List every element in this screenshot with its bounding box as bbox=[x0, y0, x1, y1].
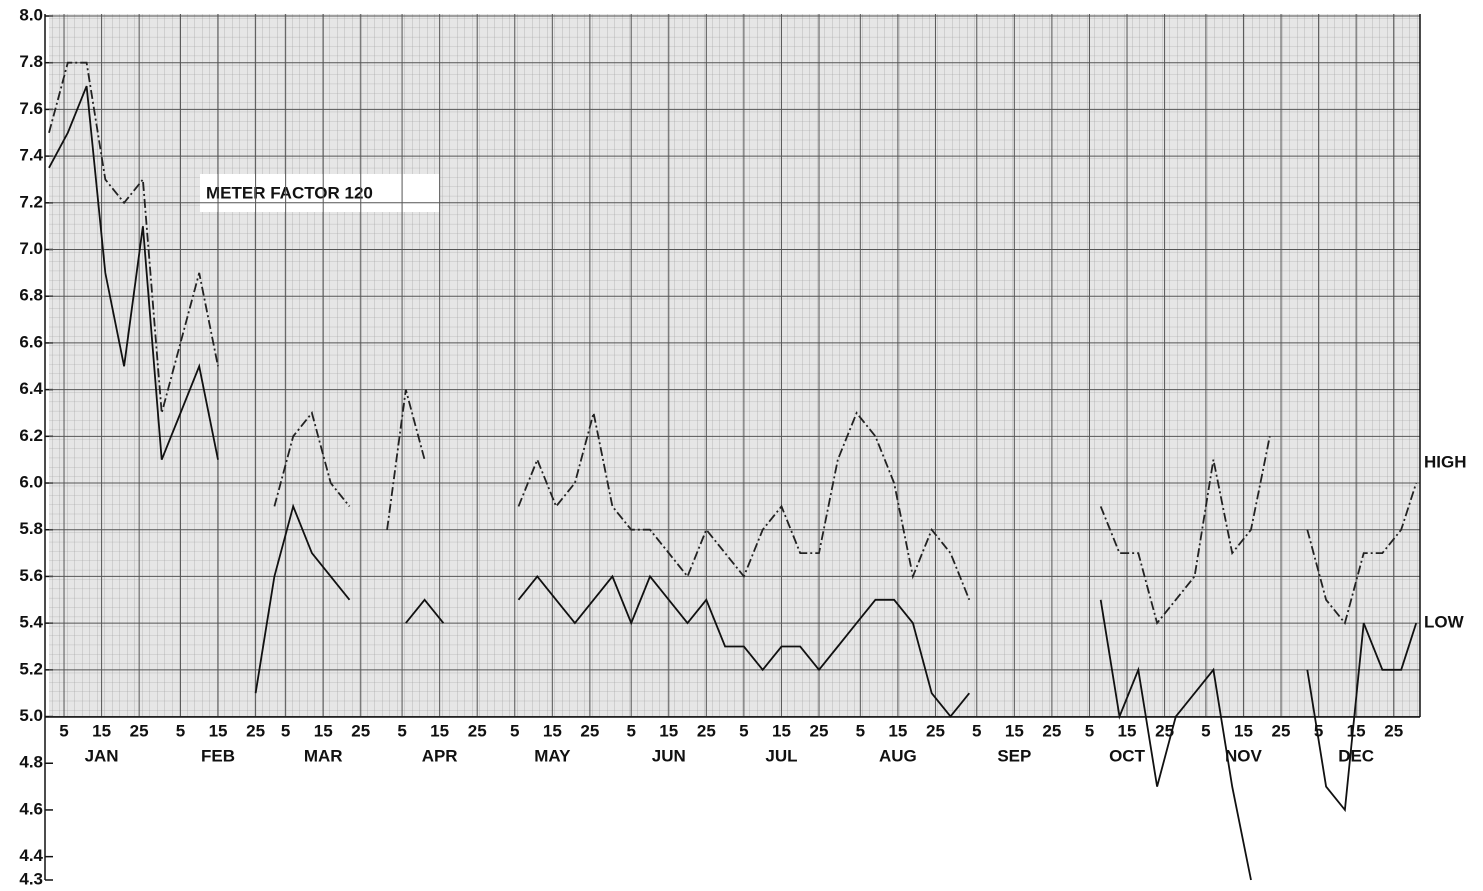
series-label: LOW bbox=[1424, 613, 1465, 632]
x-tick-label: 25 bbox=[1384, 721, 1403, 740]
x-tick-label: 25 bbox=[580, 721, 599, 740]
x-tick-label: 15 bbox=[659, 721, 678, 740]
x-tick-label: 25 bbox=[1042, 721, 1061, 740]
y-tick-label: 5.6 bbox=[19, 566, 43, 585]
y-tick-label: 4.8 bbox=[19, 753, 43, 772]
x-tick-label: 5 bbox=[510, 721, 519, 740]
x-tick-label: 15 bbox=[1005, 721, 1024, 740]
y-tick-label: 5.4 bbox=[19, 613, 43, 632]
month-label: MAY bbox=[534, 746, 571, 765]
month-label: FEB bbox=[201, 746, 235, 765]
y-tick-label: 4.4 bbox=[19, 846, 43, 865]
y-tick-label: 5.8 bbox=[19, 519, 43, 538]
month-label: AUG bbox=[879, 746, 917, 765]
month-label: JUL bbox=[765, 746, 797, 765]
x-tick-label: 15 bbox=[543, 721, 562, 740]
x-tick-label: 25 bbox=[810, 721, 829, 740]
x-tick-label: 15 bbox=[772, 721, 791, 740]
x-tick-label: 25 bbox=[926, 721, 945, 740]
series-line bbox=[48, 61, 1418, 626]
x-tick-label: 5 bbox=[281, 721, 290, 740]
month-label: DEC bbox=[1338, 746, 1374, 765]
y-tick-label: 6.8 bbox=[19, 286, 43, 305]
month-label: JAN bbox=[85, 746, 119, 765]
x-tick-label: 5 bbox=[59, 721, 68, 740]
x-tick-label: 15 bbox=[1347, 721, 1366, 740]
x-tick-label: 25 bbox=[246, 721, 265, 740]
x-tick-label: 15 bbox=[430, 721, 449, 740]
x-tick-label: 5 bbox=[1201, 721, 1210, 740]
x-tick-label: 5 bbox=[1085, 721, 1094, 740]
x-tick-label: 15 bbox=[92, 721, 111, 740]
month-label: APR bbox=[422, 746, 458, 765]
x-tick-label: 15 bbox=[1234, 721, 1253, 740]
x-tick-label: 15 bbox=[314, 721, 333, 740]
x-tick-label: 15 bbox=[209, 721, 228, 740]
month-label: JUN bbox=[652, 746, 686, 765]
y-tick-label: 7.4 bbox=[19, 146, 43, 165]
month-label: MAR bbox=[304, 746, 343, 765]
y-tick-label: 6.0 bbox=[19, 473, 43, 492]
y-tick-label: 7.0 bbox=[19, 239, 43, 258]
month-label: NOV bbox=[1225, 746, 1263, 765]
y-tick-label: 7.6 bbox=[19, 99, 43, 118]
x-tick-label: 5 bbox=[856, 721, 865, 740]
x-tick-label: 25 bbox=[1155, 721, 1174, 740]
y-tick-label: 7.8 bbox=[19, 52, 43, 71]
x-tick-label: 15 bbox=[1118, 721, 1137, 740]
series-line bbox=[48, 85, 1418, 881]
y-tick-label: 8.0 bbox=[19, 5, 43, 24]
y-tick-label: 6.2 bbox=[19, 426, 43, 445]
month-label: OCT bbox=[1109, 746, 1146, 765]
month-label: SEP bbox=[997, 746, 1031, 765]
series-label: HIGH bbox=[1424, 453, 1467, 472]
annotation: METER FACTOR 120 bbox=[206, 183, 373, 202]
annotation-box bbox=[200, 174, 440, 212]
x-tick-label: 5 bbox=[972, 721, 981, 740]
x-tick-label: 5 bbox=[176, 721, 185, 740]
y-tick-label: 6.4 bbox=[19, 379, 43, 398]
y-tick-label: 4.3 bbox=[19, 869, 43, 888]
y-tick-label: 5.2 bbox=[19, 659, 43, 678]
y-tick-label: 4.6 bbox=[19, 799, 43, 818]
x-tick-label: 5 bbox=[1314, 721, 1323, 740]
x-tick-label: 5 bbox=[397, 721, 406, 740]
x-tick-label: 25 bbox=[697, 721, 716, 740]
x-tick-label: 5 bbox=[626, 721, 635, 740]
minor-grid bbox=[49, 14, 1420, 717]
x-tick-label: 25 bbox=[468, 721, 487, 740]
x-tick-label: 25 bbox=[130, 721, 149, 740]
y-tick-label: 7.2 bbox=[19, 192, 43, 211]
y-tick-label: 5.0 bbox=[19, 706, 43, 725]
x-tick-label: 5 bbox=[739, 721, 748, 740]
x-tick-label: 25 bbox=[1272, 721, 1291, 740]
x-tick-label: 15 bbox=[888, 721, 907, 740]
y-tick-label: 6.6 bbox=[19, 332, 43, 351]
x-tick-label: 25 bbox=[351, 721, 370, 740]
